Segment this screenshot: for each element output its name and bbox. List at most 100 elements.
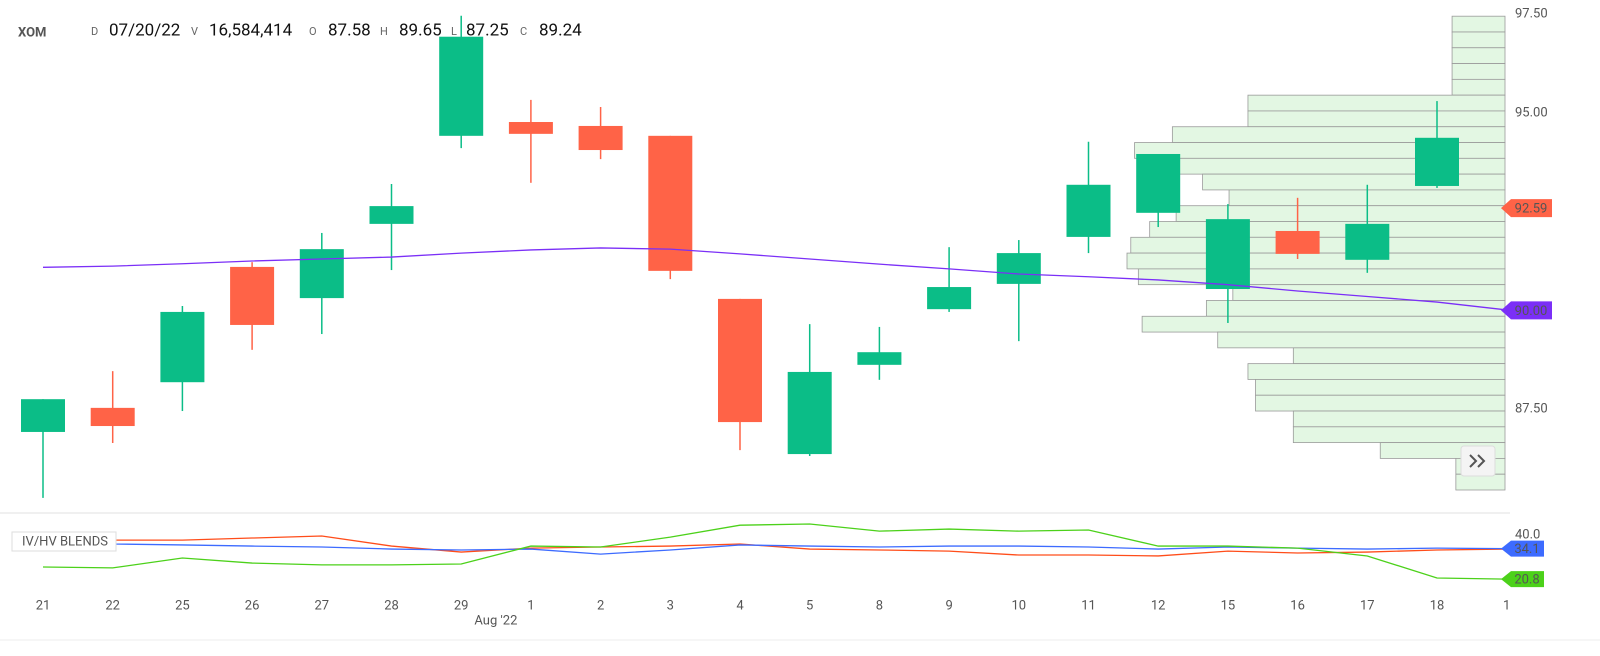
volume-profile-bar	[1451, 63, 1506, 80]
candle-body	[927, 287, 972, 310]
volume-profile-bar	[1217, 331, 1506, 349]
candle-body	[1415, 137, 1459, 186]
x-tick-label: 15	[1221, 598, 1236, 613]
iv-panel: 40.0	[42, 523, 1540, 580]
volume-profile-bar	[1451, 47, 1506, 64]
candle-body	[996, 253, 1041, 284]
volume-profile-bar	[1247, 363, 1506, 380]
expand-button-bg[interactable]	[1460, 445, 1496, 477]
panel-title: IV/HV BLENDS	[22, 534, 108, 549]
x-tick-label: 21	[36, 598, 51, 613]
value-tag	[1501, 571, 1544, 588]
candle-body	[1136, 153, 1181, 213]
x-tick-label: 29	[454, 598, 469, 613]
price-tag-label: 90.00	[1515, 304, 1548, 319]
moving-average-line	[42, 247, 1507, 311]
x-tick-label: 26	[245, 598, 260, 613]
iv-line	[42, 523, 1507, 580]
header-key: O	[309, 25, 317, 38]
x-tick-label: 4	[736, 598, 744, 613]
volume-profile-bar	[1247, 94, 1506, 112]
header-key: L	[451, 25, 457, 38]
candle-body	[1205, 219, 1250, 290]
volume-profile-bar	[1141, 315, 1506, 333]
candle-body	[508, 122, 553, 134]
candle-body	[160, 311, 205, 383]
volume-profile-bar	[1232, 284, 1506, 301]
volume-profile-bar	[1451, 31, 1506, 49]
candle-body	[369, 206, 414, 224]
x-tick-label: 27	[314, 598, 329, 613]
expand-icon	[1469, 454, 1486, 468]
header-key: D	[91, 25, 98, 38]
header-value: 89.24	[539, 20, 582, 40]
header-value: 16,584,414	[209, 20, 293, 40]
x-tick-label: 16	[1290, 598, 1305, 613]
candle-body	[718, 298, 762, 423]
x-tick-label: 18	[1430, 598, 1445, 613]
volume-profile-bar	[1255, 379, 1506, 396]
volume-profile-bar	[1292, 426, 1506, 444]
x-tick-label: 3	[667, 598, 674, 613]
header-value: 87.58	[328, 20, 371, 40]
expand-button[interactable]	[1460, 445, 1496, 477]
volume-profile-bar	[1126, 252, 1506, 270]
volume-profile-bar	[1205, 300, 1506, 317]
y-tick-label: 40.0	[1515, 527, 1540, 542]
value-tag-label: 20.8	[1514, 573, 1539, 588]
volume-profile-bar	[1292, 410, 1506, 428]
x-tick-label: 17	[1360, 598, 1375, 613]
x-tick-label: 25	[175, 598, 190, 613]
x-tick-label: 9	[945, 598, 952, 613]
y-tick-label: 95.00	[1515, 105, 1548, 120]
volume-profile-bar	[1292, 347, 1506, 365]
candle-body	[787, 371, 832, 455]
x-tick-label: 1	[527, 598, 534, 613]
header-key: H	[380, 25, 388, 38]
candle-body	[21, 399, 65, 432]
volume-profile-bar	[1451, 78, 1506, 96]
x-tick-label: 28	[384, 598, 399, 613]
iv-line	[43, 535, 1507, 557]
candle-body	[578, 125, 623, 151]
volume-profile-bar	[1255, 394, 1506, 412]
header-value: 07/20/22	[109, 20, 180, 40]
candle-body	[1066, 184, 1111, 237]
price-tag	[1501, 301, 1552, 320]
x-tick-label: 22	[105, 598, 120, 613]
volume-profile-bar	[1247, 110, 1506, 128]
x-tick-label: 8	[876, 598, 883, 613]
header-value: 87.25	[466, 20, 509, 40]
x-tick-label: 1	[1503, 598, 1510, 613]
volume-profile-bar	[1455, 473, 1506, 491]
candle-body	[439, 36, 484, 136]
x-tick-label: 5	[806, 598, 813, 613]
period-label: Aug '22	[474, 613, 517, 628]
price-panel: 97.50 95.00 87.50	[21, 7, 1548, 498]
panel-title-box	[11, 531, 117, 552]
x-tick-label: 12	[1151, 598, 1166, 613]
y-tick-label: 97.50	[1515, 7, 1548, 22]
header-value: 89.65	[399, 20, 442, 40]
y-tick-label: 87.50	[1515, 401, 1548, 416]
candle-body	[1345, 223, 1390, 260]
header-key: V	[191, 25, 198, 38]
header-key: C	[520, 25, 527, 38]
x-tick-label: 2	[597, 598, 604, 613]
x-tick-label: 10	[1011, 598, 1026, 613]
candle-body	[1275, 230, 1320, 254]
price-tag-label: 92.59	[1515, 202, 1548, 217]
volume-profile-bar	[1202, 173, 1506, 191]
x-tick-label: 11	[1081, 598, 1096, 613]
value-tag-label: 34.1	[1514, 542, 1539, 557]
symbol: XOM	[18, 25, 46, 40]
candle-body	[857, 352, 902, 365]
candle-body	[90, 407, 135, 427]
value-tag	[1501, 540, 1544, 557]
price-tag	[1501, 199, 1552, 218]
candle-body	[230, 266, 275, 325]
volume-profile-bar	[1451, 15, 1506, 33]
volume-profile-bar	[1149, 221, 1506, 238]
candle-body	[299, 249, 344, 299]
